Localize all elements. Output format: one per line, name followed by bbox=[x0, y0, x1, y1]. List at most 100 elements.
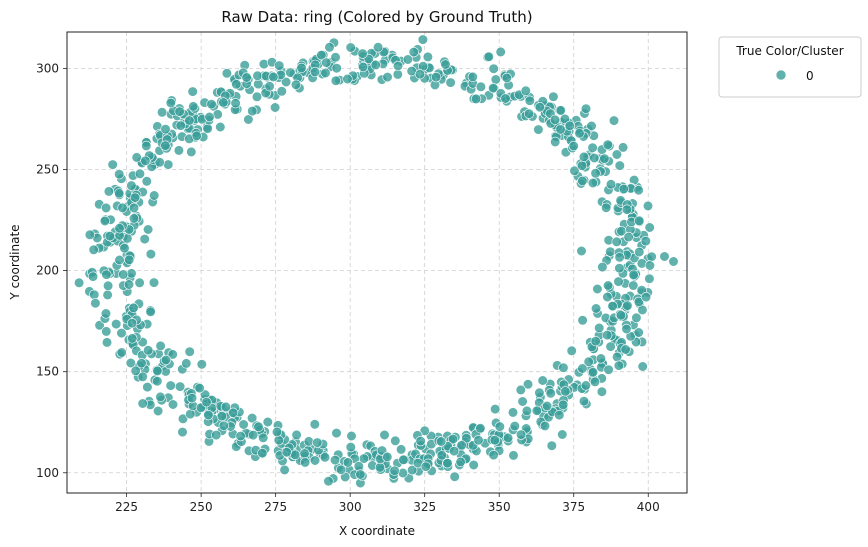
data-point bbox=[253, 421, 264, 432]
data-points bbox=[73, 34, 679, 489]
data-point bbox=[173, 145, 184, 156]
data-point bbox=[268, 71, 279, 82]
data-point bbox=[398, 454, 409, 465]
data-point bbox=[243, 114, 254, 125]
data-point bbox=[152, 365, 163, 377]
data-point bbox=[589, 152, 600, 164]
data-point bbox=[577, 175, 588, 187]
data-point bbox=[607, 301, 618, 312]
data-point bbox=[137, 371, 148, 382]
data-point bbox=[131, 152, 142, 163]
data-point bbox=[599, 153, 610, 164]
data-point bbox=[594, 322, 605, 334]
data-point bbox=[628, 269, 639, 280]
data-point bbox=[628, 280, 639, 291]
data-point bbox=[576, 245, 587, 257]
data-point bbox=[623, 231, 634, 243]
data-point bbox=[345, 442, 356, 453]
data-point bbox=[330, 75, 342, 86]
data-point bbox=[276, 86, 287, 97]
data-point bbox=[157, 107, 168, 118]
data-point bbox=[533, 124, 544, 135]
data-point bbox=[539, 420, 551, 432]
data-point bbox=[523, 108, 535, 119]
y-tick-label: 250 bbox=[36, 162, 59, 176]
y-axis-title: Y coordinate bbox=[8, 224, 22, 300]
data-point bbox=[558, 399, 569, 410]
data-point bbox=[586, 120, 597, 132]
data-point bbox=[204, 111, 215, 123]
data-point bbox=[167, 349, 178, 360]
data-point bbox=[136, 358, 147, 369]
data-point bbox=[196, 359, 207, 370]
data-point bbox=[90, 298, 101, 309]
data-point bbox=[568, 140, 579, 152]
data-point bbox=[177, 427, 188, 438]
data-point bbox=[149, 190, 160, 201]
data-point bbox=[238, 419, 249, 430]
data-point bbox=[564, 120, 575, 131]
data-point bbox=[537, 375, 548, 386]
data-point bbox=[503, 432, 514, 444]
x-tick-label: 350 bbox=[488, 500, 511, 514]
x-tick-label: 400 bbox=[637, 500, 660, 514]
data-point bbox=[316, 49, 327, 61]
data-point bbox=[118, 269, 129, 280]
data-point bbox=[633, 185, 644, 196]
data-point bbox=[155, 340, 166, 352]
data-point bbox=[517, 396, 528, 407]
data-point bbox=[290, 449, 301, 460]
data-point bbox=[456, 440, 467, 451]
data-point bbox=[273, 435, 284, 446]
data-point bbox=[592, 283, 603, 295]
data-point bbox=[578, 396, 590, 407]
data-point bbox=[392, 60, 404, 72]
data-point bbox=[447, 434, 459, 445]
data-point bbox=[603, 364, 614, 375]
data-point bbox=[574, 128, 585, 139]
data-point bbox=[177, 413, 189, 424]
data-point bbox=[583, 356, 594, 367]
data-point bbox=[163, 159, 174, 170]
data-point bbox=[633, 327, 644, 338]
data-point bbox=[251, 91, 263, 102]
data-point bbox=[500, 93, 511, 104]
data-point bbox=[218, 97, 229, 108]
data-point bbox=[587, 177, 599, 189]
data-point bbox=[160, 124, 171, 135]
data-point bbox=[548, 91, 559, 102]
data-point bbox=[587, 367, 599, 378]
data-point bbox=[211, 430, 222, 441]
data-point bbox=[668, 256, 679, 267]
data-point bbox=[587, 142, 598, 153]
data-point bbox=[640, 292, 652, 303]
data-point bbox=[87, 271, 99, 282]
data-point bbox=[615, 310, 627, 321]
data-point bbox=[262, 416, 273, 428]
data-point bbox=[99, 215, 110, 227]
y-tick-label: 150 bbox=[36, 365, 59, 379]
data-point bbox=[576, 160, 588, 171]
plot-frame bbox=[66, 31, 688, 494]
data-point bbox=[440, 59, 451, 70]
data-point bbox=[152, 376, 163, 387]
data-point bbox=[215, 121, 226, 133]
data-point bbox=[281, 76, 292, 88]
data-point bbox=[119, 243, 130, 254]
data-point bbox=[241, 72, 252, 83]
data-point bbox=[160, 354, 172, 366]
data-point bbox=[270, 102, 281, 113]
data-point bbox=[100, 308, 112, 319]
data-point bbox=[154, 157, 165, 168]
data-point bbox=[467, 71, 478, 82]
x-tick-label: 275 bbox=[264, 500, 287, 514]
data-point bbox=[357, 48, 368, 59]
data-point bbox=[330, 52, 341, 63]
x-axis-title: X coordinate bbox=[339, 524, 415, 538]
data-point bbox=[515, 384, 526, 396]
data-point bbox=[188, 101, 199, 112]
data-point bbox=[134, 168, 145, 179]
data-point bbox=[309, 66, 321, 78]
data-point bbox=[520, 85, 531, 96]
data-point bbox=[221, 68, 232, 79]
